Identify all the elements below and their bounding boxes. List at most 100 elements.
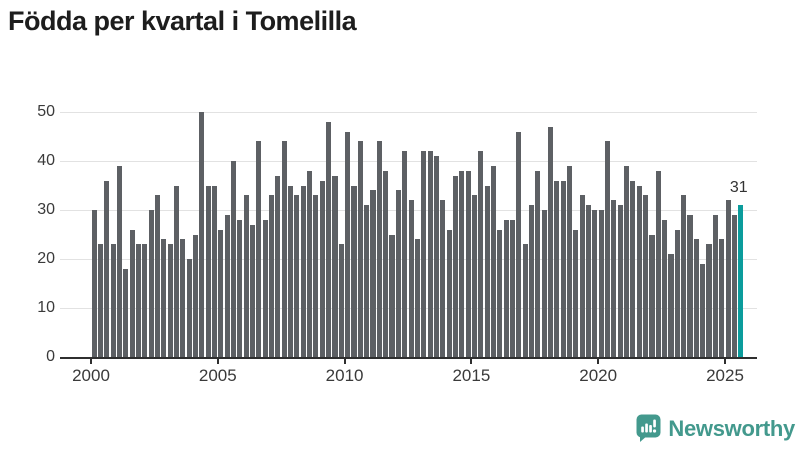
x-axis-tick	[216, 359, 219, 364]
bar	[427, 151, 433, 357]
y-axis-tick-label: 20	[37, 250, 55, 267]
bar	[345, 131, 351, 357]
bar	[490, 165, 496, 357]
bar	[180, 239, 186, 357]
bar	[662, 219, 668, 357]
bar	[535, 170, 541, 357]
bar	[414, 239, 420, 357]
bar	[655, 170, 661, 357]
highlighted-bar	[738, 205, 744, 357]
bar	[706, 244, 712, 357]
bar	[307, 170, 313, 357]
x-axis-tick-label: 2010	[325, 366, 364, 385]
newsworthy-logo-text: Newsworthy	[668, 415, 795, 441]
bar	[294, 195, 300, 357]
bar	[224, 214, 230, 357]
bar	[173, 185, 179, 357]
bar	[237, 219, 243, 357]
bar	[129, 229, 135, 357]
bar	[731, 214, 737, 357]
bar	[497, 229, 503, 357]
bar	[230, 161, 237, 357]
bar	[636, 185, 642, 357]
bar	[719, 239, 725, 357]
bar	[700, 263, 706, 357]
bar	[503, 219, 509, 357]
bar	[630, 180, 636, 357]
gridline	[60, 160, 757, 162]
bar	[687, 214, 693, 357]
bar	[250, 224, 256, 357]
bar	[567, 165, 573, 357]
bar	[123, 268, 129, 357]
bar	[135, 244, 141, 357]
bar	[332, 175, 338, 357]
bar	[484, 185, 490, 357]
bar	[142, 244, 148, 357]
bar	[167, 244, 173, 357]
bar	[433, 156, 439, 357]
bar	[351, 185, 357, 357]
x-axis-tick	[470, 359, 473, 364]
bar	[617, 205, 623, 357]
bar	[509, 219, 516, 357]
bar	[586, 205, 592, 357]
bar	[554, 180, 560, 357]
newsworthy-logo[interactable]: Newsworthy	[636, 414, 795, 443]
bar	[288, 185, 294, 357]
bar	[186, 259, 192, 357]
x-axis-tick	[343, 359, 346, 364]
gridline	[60, 111, 757, 113]
bar	[674, 229, 680, 357]
bar	[560, 180, 566, 357]
bar	[389, 234, 395, 357]
bar	[649, 234, 655, 357]
x-axis-tick-label: 2015	[452, 366, 491, 385]
bar	[338, 244, 344, 357]
bar	[573, 229, 579, 357]
y-axis-tick-label: 10	[37, 299, 55, 316]
chart-title: Födda per kvartal i Tomelilla	[8, 6, 357, 36]
bar	[402, 151, 408, 357]
bar	[319, 180, 325, 357]
bar	[611, 200, 617, 357]
bar	[471, 195, 477, 357]
bar	[547, 126, 554, 357]
bar	[478, 151, 484, 357]
x-axis-tick-label: 2020	[579, 366, 618, 385]
bar	[528, 205, 535, 357]
bar	[154, 195, 160, 357]
bar	[541, 210, 547, 357]
bar	[712, 214, 718, 357]
bar	[211, 185, 218, 357]
x-axis-tick-label: 2025	[706, 366, 744, 385]
bar	[205, 185, 211, 357]
bar	[313, 195, 319, 357]
x-axis-tick	[597, 359, 600, 364]
bar	[383, 170, 389, 357]
y-axis-tick-label: 50	[37, 103, 55, 120]
bar	[218, 229, 224, 357]
y-axis-tick-label: 40	[37, 152, 55, 169]
bar	[643, 195, 649, 357]
bar	[110, 244, 116, 357]
bar	[376, 141, 382, 357]
y-axis-tick-label: 0	[46, 348, 55, 365]
bar	[522, 244, 528, 357]
bar	[624, 165, 630, 357]
bar	[326, 121, 332, 357]
bar	[408, 200, 414, 357]
bar	[161, 239, 167, 357]
bar	[199, 112, 205, 357]
bar	[421, 151, 427, 357]
bar	[148, 210, 154, 357]
bar	[104, 180, 110, 357]
bar	[116, 165, 122, 357]
x-axis-tick-label: 2000	[72, 366, 110, 385]
bar	[262, 219, 268, 357]
bar	[452, 175, 458, 357]
bar	[446, 229, 452, 357]
bar	[516, 131, 522, 357]
